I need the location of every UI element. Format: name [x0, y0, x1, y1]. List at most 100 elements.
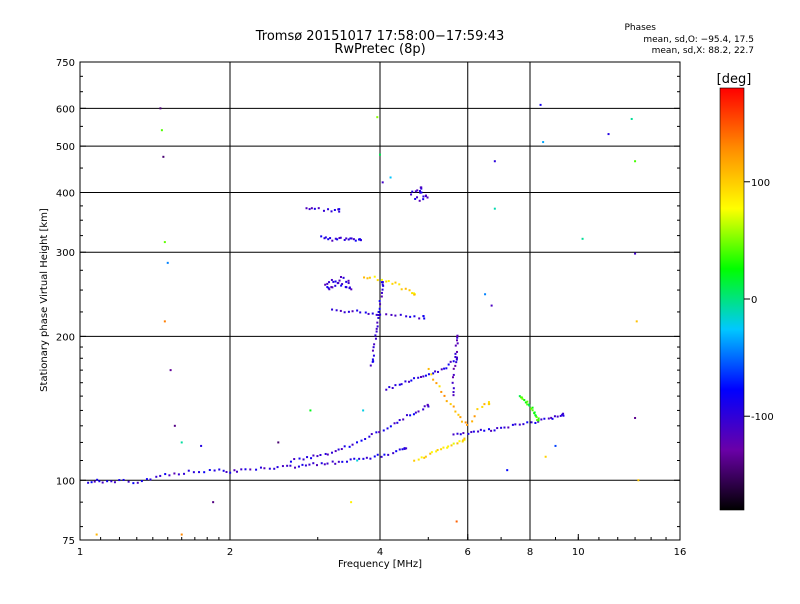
data-point — [395, 450, 398, 453]
data-point — [155, 475, 158, 478]
data-point — [449, 360, 452, 363]
data-point — [350, 288, 353, 291]
data-point — [405, 447, 408, 450]
data-point — [334, 284, 337, 287]
data-point — [456, 335, 459, 338]
data-point — [162, 155, 165, 158]
data-point — [550, 416, 553, 419]
data-point — [187, 469, 190, 472]
data-point — [327, 287, 330, 290]
data-point — [452, 442, 455, 445]
data-point — [422, 195, 425, 198]
data-point — [149, 478, 152, 481]
y-tick-label: 400 — [56, 188, 75, 199]
data-point — [417, 410, 420, 413]
data-point — [276, 466, 279, 469]
data-point — [437, 370, 440, 373]
data-point — [358, 238, 361, 241]
data-point — [380, 455, 383, 458]
data-point — [518, 423, 521, 426]
data-point — [447, 445, 450, 448]
data-point — [331, 286, 334, 289]
data-point — [398, 448, 401, 451]
data-point — [286, 464, 289, 467]
data-point — [259, 466, 262, 469]
data-point — [422, 408, 425, 411]
data-point — [414, 197, 417, 200]
data-point — [436, 449, 439, 452]
data-point — [418, 317, 421, 320]
data-point — [322, 209, 325, 212]
data-point — [440, 448, 443, 451]
data-point — [376, 116, 379, 119]
data-point — [359, 311, 362, 314]
data-point — [417, 458, 420, 461]
data-point — [372, 346, 375, 349]
data-point — [173, 424, 176, 427]
data-point — [420, 186, 423, 189]
data-point — [413, 315, 416, 318]
data-point — [393, 422, 396, 425]
data-point — [537, 420, 540, 423]
data-point — [432, 378, 435, 381]
data-point — [382, 284, 385, 287]
data-point — [455, 520, 458, 523]
x-tick-label: 2 — [227, 547, 233, 558]
data-point — [511, 423, 514, 426]
data-point — [320, 235, 323, 238]
data-point — [351, 310, 354, 313]
data-point — [455, 361, 458, 364]
data-point — [326, 453, 329, 456]
colorbar-tick-label: 100 — [751, 178, 770, 189]
data-point — [637, 479, 640, 482]
data-point — [477, 430, 480, 433]
data-point — [423, 317, 426, 320]
y-tick-label: 75 — [62, 536, 75, 547]
data-point — [163, 241, 166, 244]
data-point — [356, 309, 359, 312]
data-point — [443, 394, 446, 397]
data-point — [345, 280, 348, 283]
x-tick-label: 10 — [572, 547, 585, 558]
data-point — [411, 292, 414, 295]
data-point — [324, 236, 327, 239]
data-point — [422, 315, 425, 318]
data-point — [496, 427, 499, 430]
data-point — [553, 415, 556, 418]
y-tick-label: 300 — [56, 248, 75, 259]
data-point — [426, 403, 429, 406]
data-point — [454, 344, 457, 347]
data-point — [333, 208, 336, 211]
colorbar — [719, 87, 745, 511]
data-point — [458, 440, 461, 443]
data-point — [326, 462, 329, 465]
data-point — [342, 276, 345, 279]
data-point — [386, 427, 389, 430]
data-point — [438, 385, 441, 388]
data-point — [371, 349, 374, 352]
data-point — [140, 480, 143, 483]
data-point — [450, 444, 453, 447]
data-point — [462, 439, 465, 442]
data-point — [347, 238, 350, 241]
data-point — [452, 433, 455, 436]
data-point — [96, 478, 99, 481]
data-point — [331, 239, 334, 242]
data-point — [455, 350, 458, 353]
data-point — [372, 360, 375, 363]
data-point — [391, 387, 394, 390]
data-point — [336, 238, 339, 241]
data-point — [203, 471, 206, 474]
data-point — [347, 282, 350, 285]
data-point — [335, 309, 338, 312]
data-point — [208, 469, 211, 472]
data-point — [369, 364, 372, 367]
data-point — [418, 199, 421, 202]
data-point — [420, 375, 423, 378]
data-point — [434, 370, 437, 373]
chart-subtitle: RwPretec (8p) — [334, 42, 425, 57]
data-point — [376, 321, 379, 324]
data-point — [326, 282, 329, 285]
data-point — [440, 368, 443, 371]
